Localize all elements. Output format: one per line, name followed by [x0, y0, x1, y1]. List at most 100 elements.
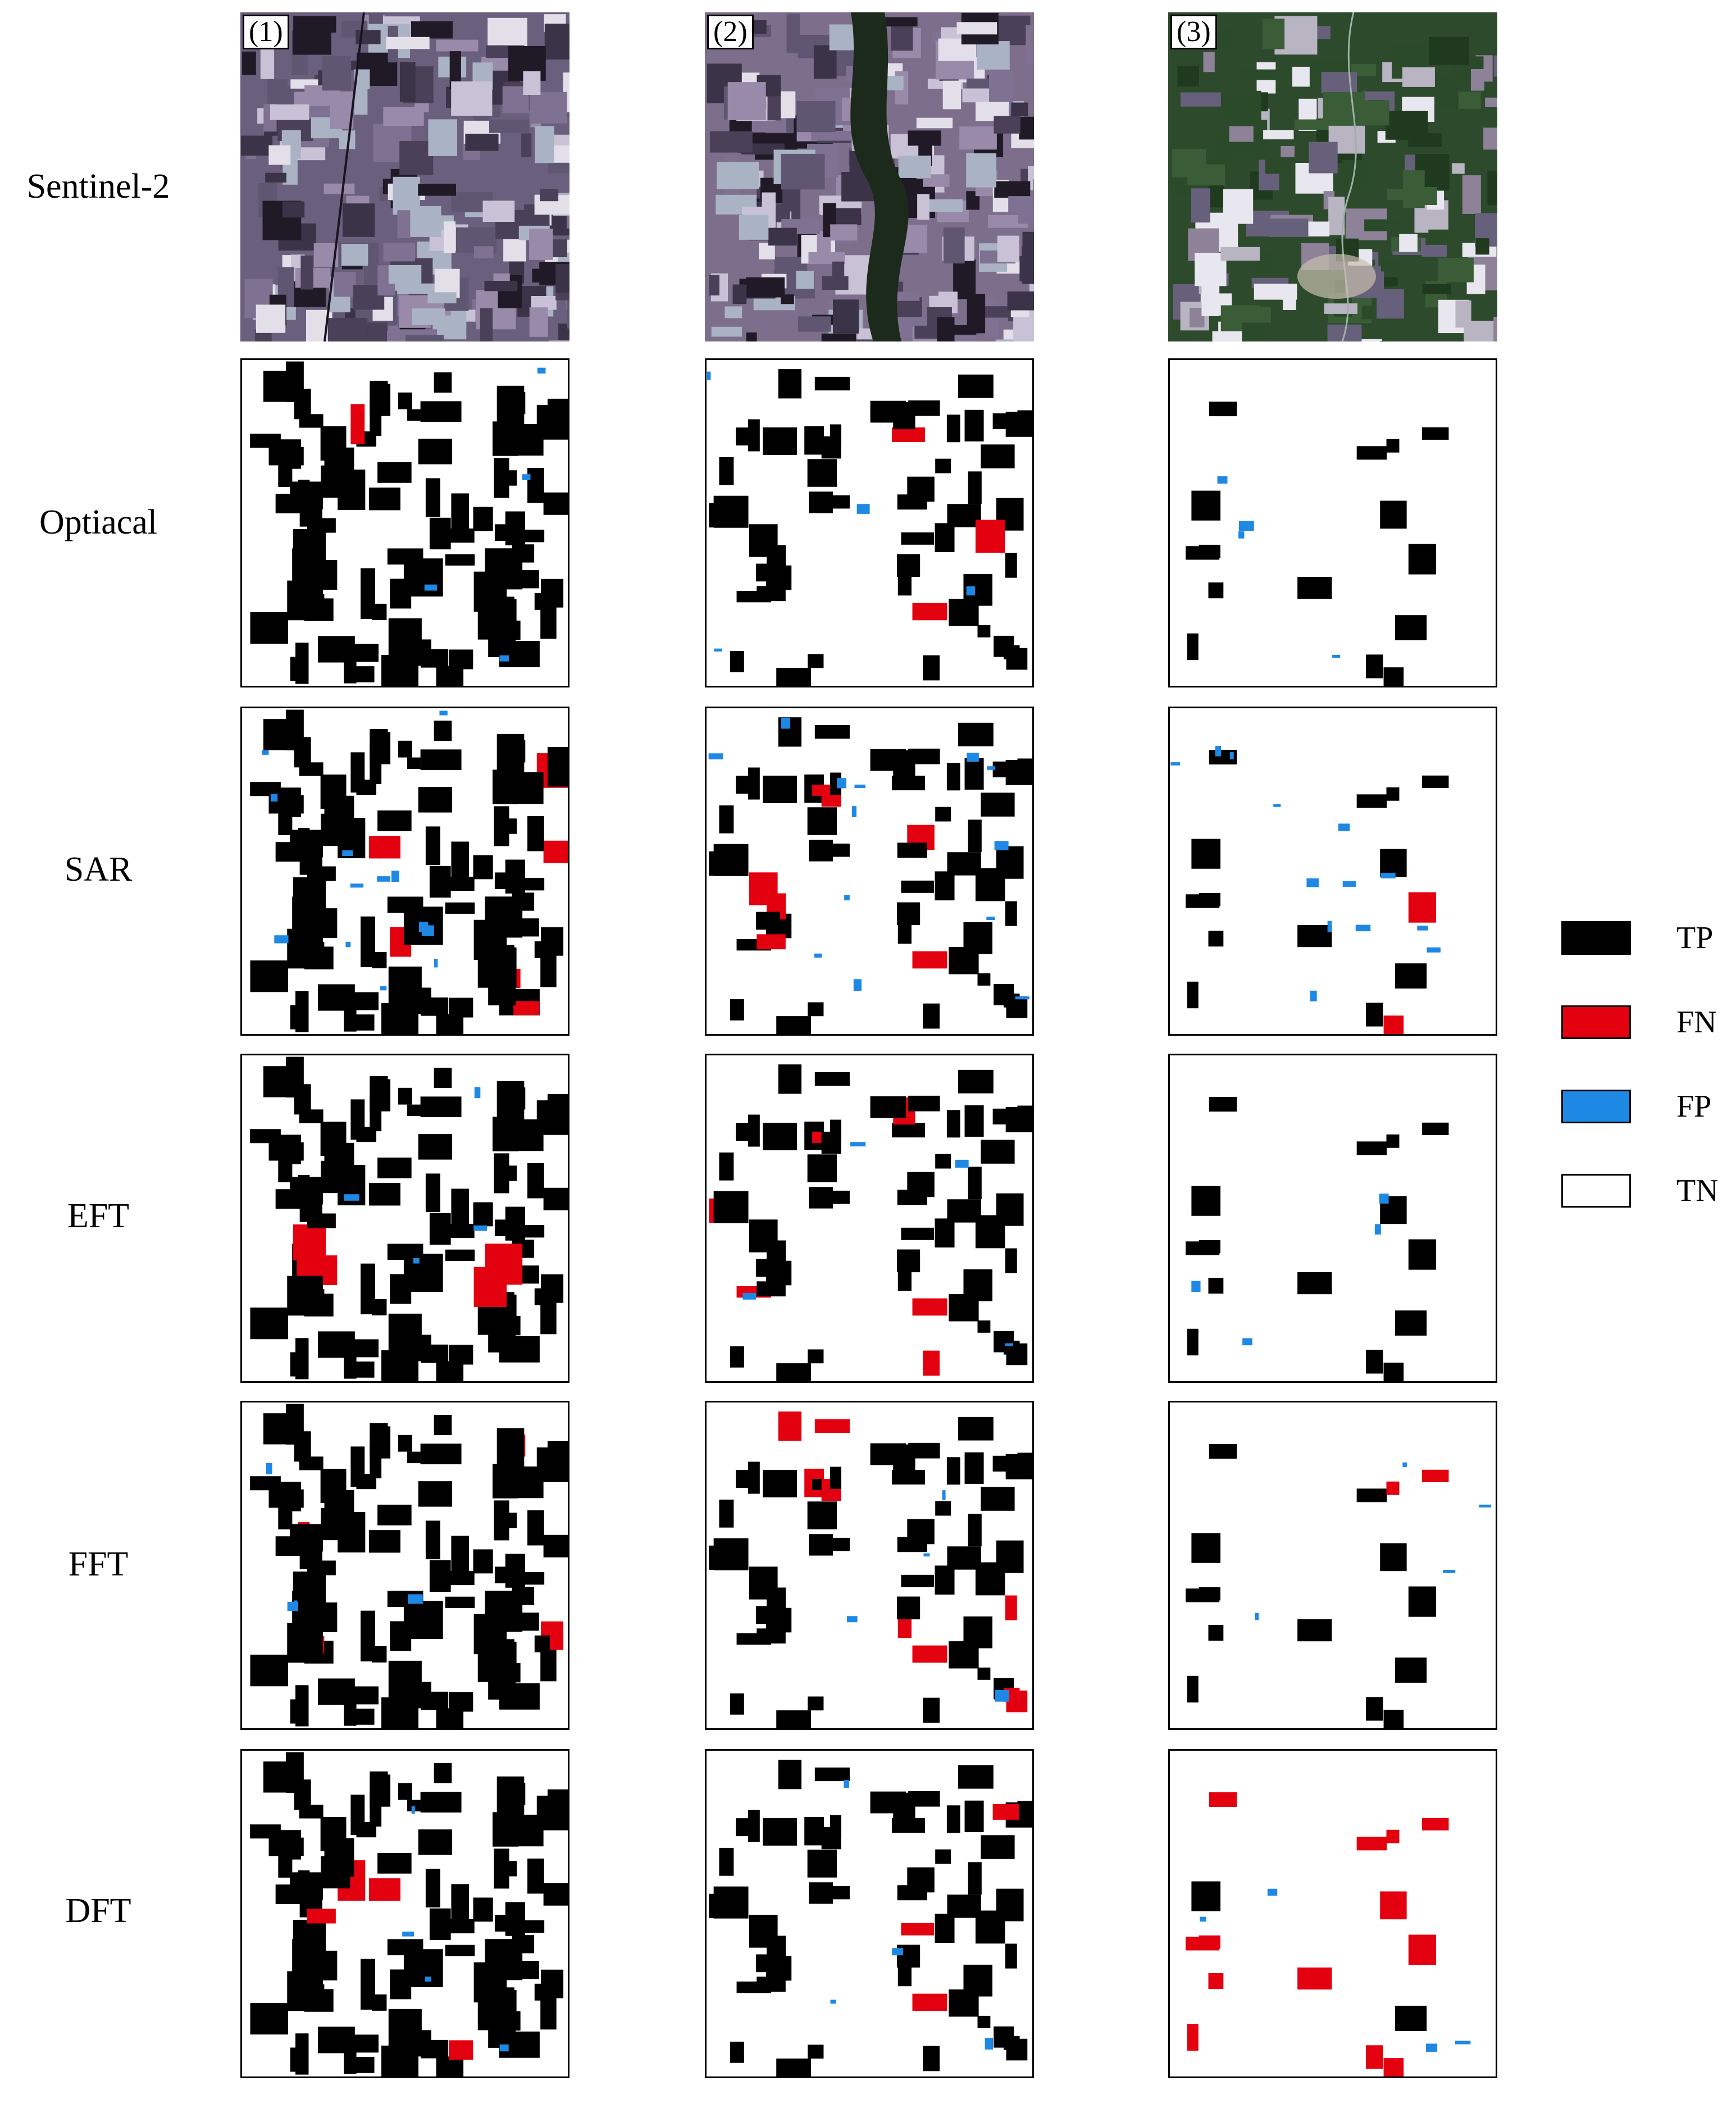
satellite-field-patch	[412, 308, 445, 325]
fn-region	[1383, 1015, 1404, 1034]
tp-region	[713, 495, 749, 528]
fft-map-1	[240, 1401, 569, 1730]
tp-region	[749, 1566, 778, 1600]
tp-region	[368, 488, 400, 511]
tp-region	[384, 1362, 414, 1379]
tp-region	[250, 1307, 289, 1340]
satellite-field-patch	[1402, 67, 1435, 87]
satellite-field-patch	[1231, 307, 1271, 323]
satellite-field-patch	[482, 201, 515, 222]
fp-region	[1427, 947, 1441, 953]
tp-region	[1386, 1134, 1400, 1148]
fp-region	[986, 916, 995, 920]
fp-region	[995, 1690, 1009, 1702]
satellite-field-patch	[767, 96, 781, 121]
tp-region	[418, 1134, 453, 1160]
satellite-field-patch	[1493, 317, 1497, 341]
satellite-field-patch	[1475, 238, 1489, 255]
fn-region	[1187, 2024, 1199, 2051]
satellite-field-patch	[1458, 92, 1481, 109]
tp-region	[935, 1154, 951, 1169]
tp-region	[958, 722, 994, 746]
tp-region	[473, 1897, 493, 1922]
tp-region	[527, 468, 544, 503]
fp-region	[847, 1616, 858, 1623]
tp-region	[346, 1339, 379, 1358]
fn-region	[1421, 1469, 1449, 1482]
fn-region	[350, 404, 365, 445]
tp-region	[1191, 1186, 1221, 1216]
satellite-field-patch	[732, 284, 747, 304]
fp-region	[942, 1490, 946, 1500]
tp-region	[420, 1792, 462, 1813]
tp-region	[1191, 1533, 1221, 1563]
tp-region	[449, 1345, 473, 1365]
fp-region	[1310, 990, 1317, 1001]
tp-region	[420, 1096, 462, 1118]
tp-region	[287, 580, 323, 621]
fp-region	[499, 2044, 509, 2052]
satellite-field-patch	[1357, 100, 1389, 126]
satellite-field-patch	[529, 229, 553, 260]
fp-region	[814, 953, 822, 958]
legend-item-tn: TN	[1561, 1173, 1730, 1208]
fp-region	[1273, 804, 1281, 807]
satellite-field-patch	[1263, 130, 1294, 140]
fp-region	[274, 935, 289, 944]
tp-region	[992, 413, 1019, 429]
fn-region	[1386, 1829, 1400, 1843]
satellite-field-patch	[549, 340, 569, 341]
tp-region	[946, 763, 960, 791]
fp-region	[1170, 762, 1181, 766]
tp-region	[290, 830, 323, 858]
legend-item-tp: TP	[1561, 921, 1730, 955]
satellite-field-patch	[725, 306, 742, 318]
satellite-field-patch	[1399, 234, 1418, 252]
tp-region	[755, 1606, 780, 1624]
fn-region	[1383, 2058, 1404, 2076]
satellite-image-2: (2)	[705, 12, 1034, 341]
tp-region	[1383, 667, 1404, 686]
tp-region	[1366, 654, 1383, 678]
satellite-field-patch	[399, 141, 434, 175]
tp-region	[552, 766, 564, 780]
tp-region	[384, 2057, 414, 2074]
fp-region	[408, 1594, 423, 1604]
tp-region	[449, 649, 473, 670]
tp-region	[807, 1154, 837, 1182]
tp-region	[935, 871, 955, 901]
tp-region	[377, 1504, 412, 1525]
tp-region	[368, 1183, 400, 1206]
satellite-field-patch	[796, 101, 836, 133]
satellite-field-patch	[341, 244, 368, 266]
fp-region	[270, 794, 278, 802]
tp-region	[757, 1281, 786, 1297]
fp-region	[377, 876, 390, 882]
tp-region	[935, 1914, 955, 1943]
tp-region	[946, 1110, 960, 1138]
tp-region	[1017, 1105, 1032, 1127]
tp-region	[968, 1862, 982, 1895]
satellite-field-patch	[1471, 69, 1484, 91]
satellite-field-patch	[995, 339, 1028, 341]
eft-map-3	[1168, 1054, 1497, 1383]
satellite-field-patch	[465, 134, 499, 151]
tp-region	[1356, 1141, 1387, 1155]
fp-region	[1355, 925, 1371, 932]
row-label-eft: EFT	[67, 1197, 130, 1235]
tp-region	[949, 599, 979, 626]
tp-region	[964, 1105, 984, 1137]
fp-region	[708, 753, 723, 760]
tp-region	[827, 1886, 850, 1900]
satellite-field-patch	[921, 199, 963, 212]
satellite-field-patch	[1007, 291, 1034, 311]
dft-map-1	[240, 1749, 569, 2078]
tp-region	[263, 719, 288, 750]
tp-region	[958, 1765, 994, 1789]
satellite-field-patch	[916, 117, 953, 129]
tp-region	[492, 769, 519, 804]
satellite-field-patch	[383, 243, 416, 262]
tp-region	[763, 1469, 798, 1497]
tp-region	[485, 1591, 523, 1632]
tp-region	[719, 457, 734, 485]
